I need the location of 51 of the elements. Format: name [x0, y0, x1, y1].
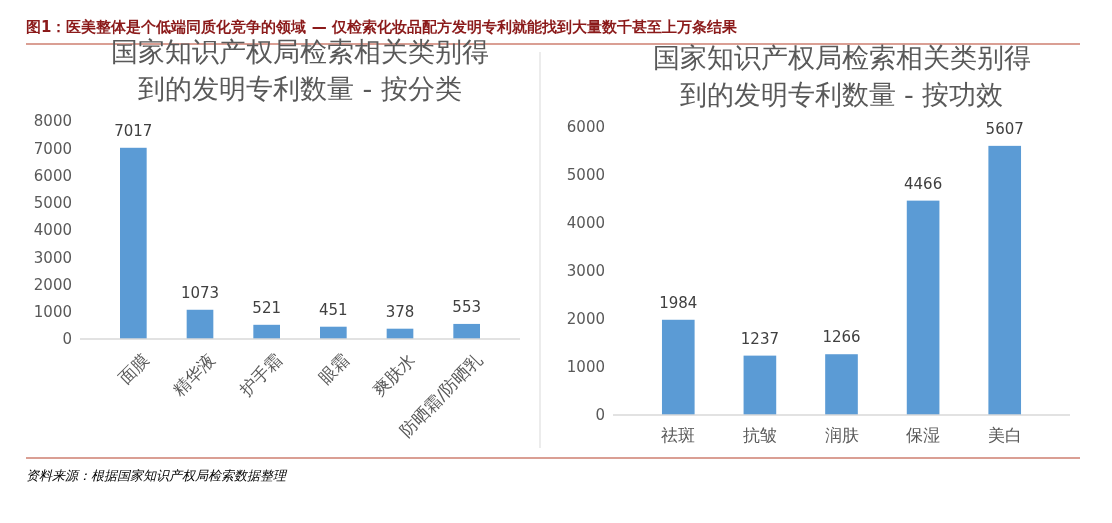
y-tick-label: 5000: [566, 166, 605, 185]
data-label: 1073: [180, 283, 220, 302]
data-label: 1237: [740, 329, 779, 348]
bar: [825, 354, 858, 415]
y-tick-label: 1000: [33, 303, 72, 321]
y-tick-label: 7000: [33, 139, 72, 158]
y-tick-label: 2000: [566, 310, 605, 329]
x-tick-label: 护手霜: [235, 350, 286, 402]
bar: [120, 147, 147, 339]
data-label: 451: [319, 300, 348, 319]
caption: 图1：医美整体是个低端同质化竞争的领域 — 仅检索化妆品配方发明专利就能找到大量数千甚至上万条结果: [26, 18, 738, 36]
y-tick-label: 1000: [566, 358, 605, 377]
data-label: 521: [252, 298, 281, 317]
y-tick-label: 6000: [566, 118, 605, 137]
bar: [453, 323, 480, 339]
bar: [186, 309, 214, 339]
bar: [743, 355, 777, 415]
bar: [988, 145, 1022, 415]
data-label: 1984: [659, 293, 698, 312]
data-label: 553: [452, 297, 481, 316]
bar: [906, 200, 940, 415]
data-label: 1266: [822, 328, 861, 347]
y-tick-label: 0: [595, 406, 605, 425]
y-tick-label: 3000: [33, 248, 72, 267]
y-tick-label: 8000: [33, 112, 72, 131]
y-tick-label: 4000: [566, 214, 605, 233]
chart-title: 国家知识产权局检索相关类别得到的发明专利数量 - 按分类: [111, 36, 489, 104]
y-tick-label: 2000: [33, 275, 72, 294]
data-label: 5607: [985, 119, 1024, 138]
x-tick-label: 保湿: [906, 425, 941, 445]
bar: [661, 319, 695, 415]
x-tick-label: 祛斑: [661, 425, 696, 445]
x-tick-label: 美白: [987, 425, 1022, 445]
y-tick-label: 0: [62, 330, 72, 349]
x-tick-label: 爽肤水: [369, 350, 420, 401]
data-label: 4466: [904, 174, 943, 193]
x-tick-label: 面膜: [114, 350, 153, 389]
y-tick-label: 4000: [33, 221, 72, 240]
data-label: 7017: [114, 121, 153, 140]
x-tick-label: 润肤: [824, 425, 859, 445]
text: 资料来源：根据国家知识产权局检索数据整理: [26, 468, 288, 483]
bar: [253, 324, 280, 339]
bar: [320, 326, 347, 339]
y-tick-label: 5000: [33, 194, 72, 212]
x-tick-label: 抗皱: [742, 425, 777, 445]
y-tick-label: 3000: [566, 262, 605, 281]
data-label: 378: [385, 302, 415, 321]
x-tick-label: 眼霜: [314, 350, 353, 389]
chart-title: 国家知识产权局检索相关类别得到的发明专利数量 - 按功效: [652, 42, 1031, 110]
x-tick-label: 精华液: [169, 350, 220, 401]
y-tick-label: 6000: [33, 166, 72, 185]
